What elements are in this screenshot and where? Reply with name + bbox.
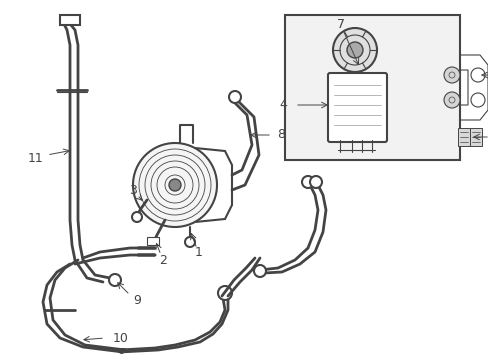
Bar <box>285 15 459 160</box>
Circle shape <box>228 91 241 103</box>
Circle shape <box>109 274 121 286</box>
Circle shape <box>169 179 181 191</box>
Text: 3: 3 <box>129 184 137 198</box>
Bar <box>457 128 469 146</box>
Text: 2: 2 <box>159 255 166 267</box>
Text: 1: 1 <box>195 247 203 260</box>
Circle shape <box>332 28 376 72</box>
Circle shape <box>443 67 459 83</box>
Text: 9: 9 <box>133 293 141 306</box>
Text: 10: 10 <box>113 332 129 345</box>
Circle shape <box>184 237 195 247</box>
Circle shape <box>132 212 142 222</box>
Text: 11: 11 <box>27 152 43 165</box>
Circle shape <box>133 143 217 227</box>
FancyBboxPatch shape <box>327 73 386 142</box>
Bar <box>469 128 481 146</box>
Text: 4: 4 <box>279 99 286 112</box>
Bar <box>60 15 80 25</box>
Circle shape <box>302 176 313 188</box>
Circle shape <box>253 265 265 277</box>
Circle shape <box>309 176 321 188</box>
Circle shape <box>218 286 231 300</box>
Text: 8: 8 <box>276 129 285 141</box>
Bar <box>147 237 159 245</box>
Circle shape <box>443 92 459 108</box>
Circle shape <box>346 42 362 58</box>
Text: 7: 7 <box>336 18 345 31</box>
